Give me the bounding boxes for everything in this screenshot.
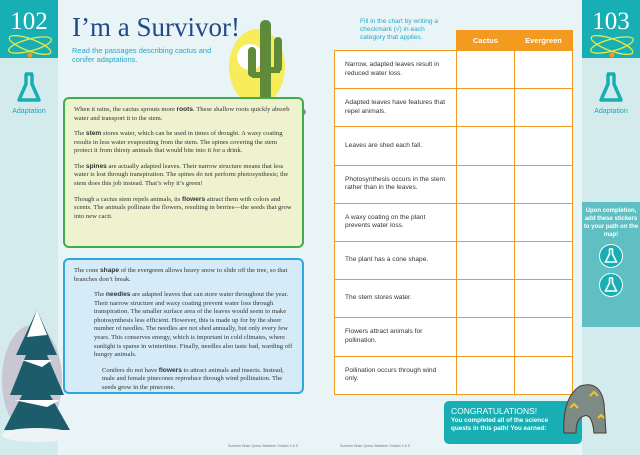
- chart-row: A waxy coating on the plant prevents wat…: [334, 202, 573, 242]
- cactus-check-cell[interactable]: [456, 49, 515, 90]
- section-label: Adaptation: [594, 108, 628, 115]
- flask-icon: [604, 277, 618, 293]
- cactus-spines-para: The spines are actually adapted leaves. …: [74, 162, 289, 187]
- chart-row: Pollination occurs through wind only.: [334, 355, 573, 395]
- cactus-passage: When it rains, the cactus sprouts more r…: [63, 97, 304, 248]
- column-cactus: Cactus: [456, 30, 515, 51]
- row-label: Flowers attract animals for pollination.: [334, 317, 457, 357]
- evergreen-check-cell[interactable]: [514, 240, 573, 281]
- chart-row: Flowers attract animals for pollination.: [334, 317, 573, 357]
- cactus-check-cell[interactable]: [456, 126, 515, 166]
- sticker-text: Upon completion, add these stickers to y…: [583, 208, 639, 239]
- footer: Summer Brain Quest: Between Grades 4 & 5: [228, 444, 298, 448]
- chart-row: Narrow, adapted leaves result in reduced…: [334, 49, 573, 90]
- row-label: The stem stores water.: [334, 279, 457, 319]
- chart-row: Leaves are shed each fall.: [334, 126, 573, 166]
- flask-icon: [17, 72, 41, 102]
- evergreen-check-cell[interactable]: [514, 164, 573, 204]
- footer: Summer Brain Quest: Between Grades 4 & 5: [340, 444, 410, 448]
- cactus-check-cell[interactable]: [456, 279, 515, 319]
- column-evergreen: Evergreen: [514, 30, 573, 51]
- cactus-check-cell[interactable]: [456, 164, 515, 204]
- row-label: Pollination occurs through wind only.: [334, 355, 457, 395]
- atom-icon: [8, 34, 52, 58]
- cactus-flowers-para: Though a cactus stem repels animals, its…: [74, 195, 292, 220]
- right-page: Fill in the chart by writing a checkmark…: [320, 0, 640, 455]
- evergreen-check-cell[interactable]: [514, 279, 573, 319]
- evergreen-illustration: [2, 310, 72, 442]
- row-label: The plant has a cone shape.: [334, 240, 457, 281]
- intro-text: Read the passages describing cactus and …: [72, 46, 212, 65]
- adaptation-chart: Cactus Evergreen Narrow, adapted leaves r…: [334, 30, 573, 395]
- sticker-panel: Upon completion, add these stickers to y…: [582, 202, 640, 327]
- cactus-check-cell[interactable]: [456, 317, 515, 357]
- chart-row: The stem stores water.: [334, 279, 573, 319]
- cactus-check-cell[interactable]: [456, 240, 515, 281]
- cactus-roots-para: When it rains, the cactus sprouts more r…: [74, 106, 290, 122]
- congrats-title: CONGRATULATIONS!: [451, 406, 538, 416]
- row-label: Leaves are shed each fall.: [334, 126, 457, 166]
- rock-arch-badge: [563, 384, 607, 434]
- row-label: Photosynthesis occurs in the stem rather…: [334, 164, 457, 204]
- cactus-stem-para: The stem stores water, which can be used…: [74, 130, 283, 155]
- evergreen-passage: The cone shape of the evergreen allows h…: [63, 258, 304, 394]
- cactus-check-cell[interactable]: [456, 355, 515, 395]
- flask-sticker[interactable]: [599, 244, 623, 269]
- evergreen-check-cell[interactable]: [514, 202, 573, 242]
- left-page: 102 Adaptation I’m a Survivor! Read the …: [0, 0, 306, 455]
- evergreen-check-cell[interactable]: [514, 317, 573, 357]
- evergreen-check-cell[interactable]: [514, 126, 573, 166]
- congratulations-banner: CONGRATULATIONS! You completed all of th…: [444, 401, 582, 444]
- evergreen-check-cell[interactable]: [514, 88, 573, 128]
- row-label: A waxy coating on the plant prevents wat…: [334, 202, 457, 242]
- evergreen-check-cell[interactable]: [514, 355, 573, 395]
- atom-icon: [590, 34, 634, 58]
- evergreen-flowers-para: Conifers do not have flowers to attract …: [102, 366, 284, 391]
- evergreen-check-cell[interactable]: [514, 49, 573, 90]
- congrats-text: You completed all of the science quests …: [451, 417, 549, 433]
- right-sidebar: 103 Adaptation Upon completion, add thes…: [582, 0, 640, 455]
- cactus-check-cell[interactable]: [456, 88, 515, 128]
- row-label: Adapted leaves have features that repel …: [334, 88, 457, 128]
- evergreen-shape-para: The cone shape of the evergreen allows h…: [74, 267, 288, 283]
- chart-row: Photosynthesis occurs in the stem rather…: [334, 164, 573, 204]
- chart-row: Adapted leaves have features that repel …: [334, 88, 573, 128]
- flask-icon: [599, 72, 623, 102]
- row-label: Narrow, adapted leaves result in reduced…: [334, 49, 457, 90]
- flask-sticker[interactable]: [599, 273, 623, 298]
- flask-icon: [604, 248, 618, 264]
- section-label: Adaptation: [12, 108, 46, 115]
- page-title: I’m a Survivor!: [72, 12, 240, 42]
- instructions: Fill in the chart by writing a checkmark…: [360, 18, 439, 42]
- evergreen-needles-para: The needles are adapted leaves that can …: [94, 291, 293, 359]
- chart-row: The plant has a cone shape.: [334, 240, 573, 281]
- cactus-check-cell[interactable]: [456, 202, 515, 242]
